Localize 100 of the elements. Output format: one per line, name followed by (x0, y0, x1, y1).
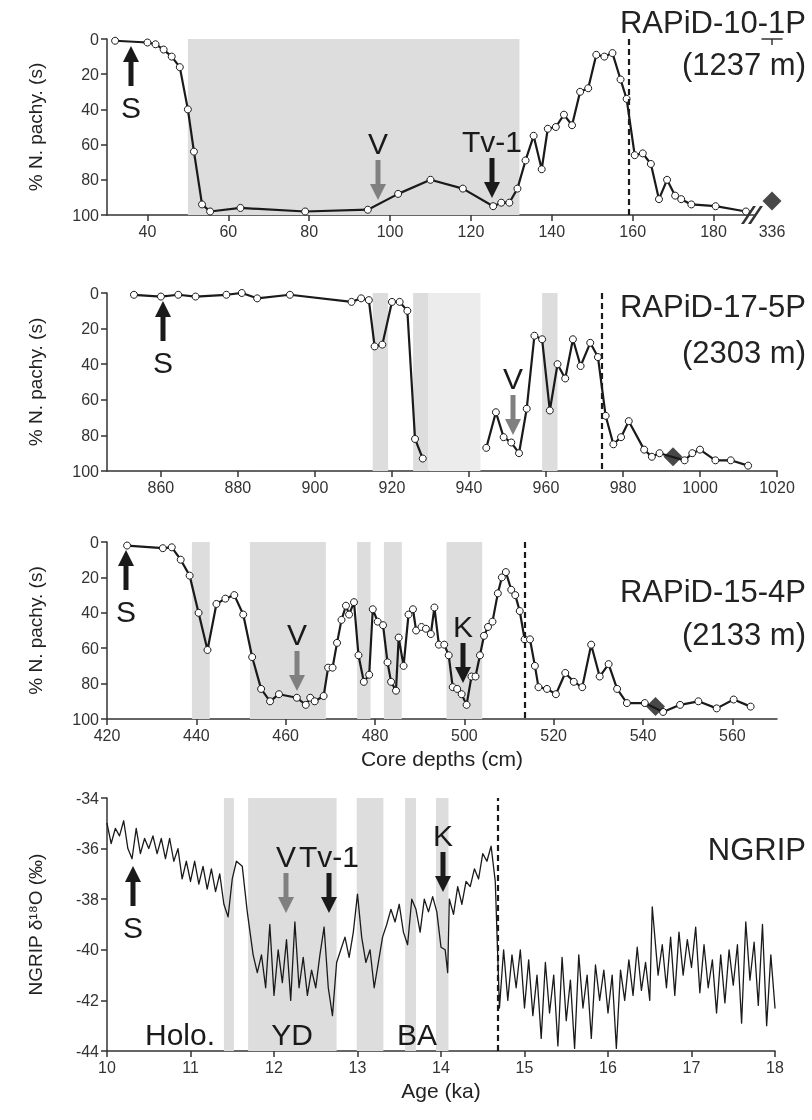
point (647, 452, 656, 461)
point (630, 151, 639, 160)
y-tick-label: 80 (81, 426, 100, 444)
annotation: Holo. (144, 1017, 216, 1051)
y-tick-label: 60 (81, 391, 100, 409)
point (189, 147, 198, 156)
annotation: K (432, 819, 454, 852)
y-tick-label: -38 (75, 890, 100, 908)
point (301, 207, 310, 216)
y-tick-label: 100 (72, 206, 100, 224)
point (156, 292, 165, 301)
point (497, 198, 506, 207)
point (403, 306, 412, 315)
y-tick-label: 0 (90, 533, 100, 551)
y-tick-label: 60 (81, 136, 100, 154)
x-tick-label: 880 (224, 478, 252, 496)
point (638, 149, 647, 158)
point (395, 297, 404, 306)
annotation: Tv-1 (299, 840, 359, 873)
chart-title: RAPiD-10-1P (619, 5, 806, 40)
y-tick-label: 40 (81, 100, 100, 118)
x-tick-label: 1000 (682, 478, 718, 496)
point (553, 360, 562, 369)
point (568, 121, 577, 130)
y-tick-label: 80 (81, 675, 100, 693)
x-tick-label: 420 (93, 726, 121, 744)
x-axis-title: Age (ka) (401, 1078, 481, 1102)
y-axis-title: NGRIP δ¹⁸O (‰) (25, 853, 46, 996)
annotation: V (275, 840, 297, 873)
y-tick-label: 100 (72, 462, 100, 480)
annotation: S (120, 91, 142, 124)
annotation: K (452, 610, 474, 643)
annotation: S (115, 595, 137, 628)
annotation: S (152, 346, 174, 379)
y-tick-label: 40 (81, 604, 100, 622)
x-tick-label: 460 (272, 726, 300, 744)
point (143, 38, 152, 47)
point (654, 195, 663, 204)
x-tick-label: 540 (629, 726, 657, 744)
point (387, 297, 396, 306)
x-tick-label: 560 (718, 726, 746, 744)
point (600, 52, 609, 61)
annotation: Tv-1 (462, 125, 522, 158)
point (586, 338, 595, 347)
x-tick-label: 60 (219, 222, 238, 240)
y-tick-label: 0 (90, 30, 100, 48)
x-tick-label: 1020 (759, 478, 795, 496)
point (584, 84, 593, 93)
x-tick-label: 900 (301, 478, 329, 496)
point (592, 50, 601, 59)
x-tick-label: 480 (361, 726, 389, 744)
y-tick-label: 20 (81, 65, 100, 83)
point (741, 207, 750, 216)
chart-subtitle: (1237 m) (681, 47, 806, 82)
point (655, 449, 664, 458)
y-tick-label: -40 (75, 941, 100, 959)
point (576, 361, 585, 370)
point (489, 202, 498, 211)
point (237, 289, 246, 297)
point (159, 45, 168, 54)
point (222, 290, 231, 299)
x-axis-title: Core depths (cm) (360, 746, 524, 770)
point (561, 374, 570, 383)
annotation: V (286, 618, 308, 651)
point (624, 417, 633, 426)
annotation: V (367, 127, 389, 160)
y-tick-label: 60 (81, 639, 100, 657)
point (616, 75, 625, 84)
point (151, 40, 160, 49)
point (515, 449, 524, 458)
x-tick-label: 336 (758, 222, 786, 240)
x-tick-label: 920 (378, 478, 406, 496)
point (622, 94, 631, 103)
point (688, 449, 697, 458)
x-tick-label: 17 (682, 1058, 701, 1076)
point (529, 131, 538, 140)
x-tick-label: 100 (376, 222, 404, 240)
point (347, 297, 356, 306)
text: RAPiD-15-4P (619, 574, 806, 609)
point (378, 340, 387, 349)
point (285, 290, 294, 299)
x-tick-label: 14 (432, 1058, 450, 1076)
point (696, 445, 704, 454)
point (491, 408, 500, 417)
point (551, 123, 560, 131)
point (458, 184, 467, 193)
point (198, 200, 207, 209)
x-tick-label: 960 (532, 478, 560, 496)
annotation: BA (396, 1017, 438, 1051)
x-tick-label: 40 (138, 222, 157, 240)
point (418, 454, 427, 463)
annotation: YD (271, 1017, 313, 1051)
point (411, 434, 420, 443)
y-tick-label: 0 (90, 284, 100, 302)
x-tick-label: 180 (700, 222, 728, 240)
y-tick-label: 20 (81, 320, 100, 338)
text: (2303 m) (681, 335, 806, 370)
point (646, 159, 655, 168)
point (364, 296, 373, 305)
point (191, 292, 200, 301)
